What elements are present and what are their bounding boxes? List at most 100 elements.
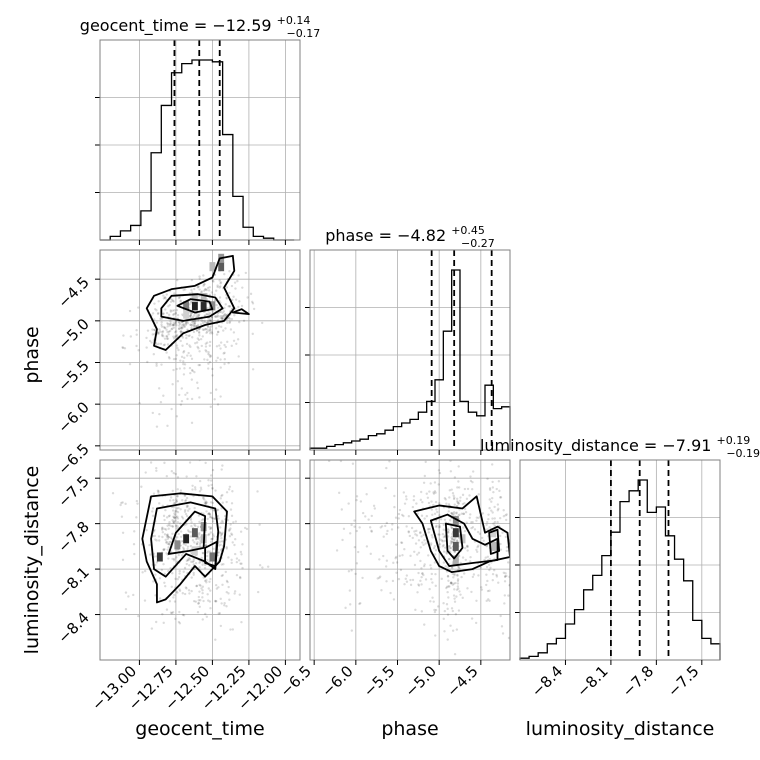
- scatter-point: [209, 531, 213, 534]
- scatter-point: [417, 584, 421, 587]
- scatter-point: [174, 322, 177, 325]
- scatter-point: [433, 608, 436, 612]
- scatter-point: [176, 515, 179, 518]
- scatter-point: [187, 334, 190, 338]
- scatter-point: [123, 347, 127, 350]
- scatter-point: [221, 317, 224, 321]
- scatter-point: [390, 528, 394, 531]
- scatter-point: [340, 508, 344, 511]
- scatter-point: [228, 317, 231, 320]
- scatter-point: [416, 512, 419, 515]
- scatter-point: [225, 547, 228, 550]
- scatter-point: [393, 505, 396, 509]
- scatter-point: [198, 277, 201, 280]
- scatter-point: [466, 549, 469, 552]
- scatter-point: [408, 534, 412, 538]
- scatter-point: [206, 306, 210, 310]
- scatter-point: [242, 319, 246, 323]
- scatter-point: [443, 497, 447, 500]
- scatter-point: [469, 513, 472, 516]
- scatter-point: [421, 572, 424, 575]
- scatter-point: [459, 593, 462, 596]
- scatter-point: [488, 568, 491, 572]
- scatter-point: [228, 485, 232, 488]
- scatter-point: [193, 322, 196, 326]
- scatter-point: [176, 517, 180, 520]
- scatter-point: [210, 330, 213, 334]
- scatter-point: [197, 601, 200, 605]
- scatter-point: [189, 323, 192, 327]
- scatter-point: [450, 488, 453, 491]
- scatter-point: [207, 313, 210, 316]
- scatter-point: [237, 305, 240, 309]
- scatter-point: [367, 518, 370, 521]
- scatter-point: [355, 529, 358, 533]
- scatter-point: [429, 567, 433, 570]
- scatter-point: [178, 296, 182, 299]
- scatter-point: [166, 322, 169, 325]
- scatter-point: [143, 599, 147, 602]
- scatter-point: [214, 388, 218, 391]
- scatter-point: [192, 319, 196, 323]
- scatter-point: [230, 514, 234, 518]
- scatter-point: [197, 285, 201, 288]
- scatter-point: [448, 544, 452, 548]
- scatter-point: [167, 536, 171, 539]
- scatter-point: [206, 325, 210, 328]
- scatter-point: [185, 336, 188, 340]
- scatter-point: [212, 280, 215, 283]
- scatter-point: [175, 367, 178, 371]
- scatter-point: [421, 500, 424, 504]
- scatter-point: [184, 323, 188, 327]
- scatter-point: [196, 386, 200, 390]
- scatter-point: [198, 275, 201, 278]
- scatter-point: [456, 499, 459, 503]
- scatter-point: [204, 543, 208, 547]
- scatter-point: [472, 573, 476, 576]
- scatter-point: [172, 471, 175, 475]
- scatter-point: [442, 561, 446, 564]
- scatter-point: [175, 354, 178, 357]
- contour-line: [167, 510, 207, 555]
- scatter-point: [169, 611, 173, 614]
- scatter-point: [431, 513, 434, 516]
- scatter-point: [171, 299, 175, 303]
- scatter-point: [203, 579, 207, 583]
- scatter-point: [197, 537, 201, 540]
- scatter-point: [174, 330, 178, 333]
- scatter-point: [466, 545, 469, 549]
- scatter-point: [434, 548, 438, 552]
- scatter-point: [355, 498, 358, 502]
- scatter-point: [431, 581, 434, 584]
- scatter-point: [412, 495, 416, 498]
- scatter-point: [391, 523, 394, 526]
- scatter-point: [492, 490, 495, 494]
- scatter-point: [157, 300, 160, 303]
- scatter-point: [412, 498, 416, 502]
- scatter-point: [185, 523, 188, 526]
- scatter-point: [180, 399, 184, 403]
- scatter-point: [499, 614, 502, 618]
- scatter-point: [188, 558, 192, 561]
- scatter-point: [171, 610, 175, 614]
- scatter-point: [153, 328, 156, 332]
- scatter-point: [449, 624, 452, 627]
- scatter-point: [455, 511, 458, 514]
- scatter-point: [181, 499, 184, 502]
- scatter-point: [442, 617, 445, 621]
- scatter-point: [376, 577, 379, 580]
- panel-frame: [519, 459, 721, 661]
- scatter-point: [217, 586, 220, 589]
- scatter-point: [216, 285, 219, 289]
- scatter-point: [219, 347, 222, 350]
- scatter-point: [221, 574, 224, 577]
- scatter-point: [162, 621, 165, 625]
- scatter-point: [198, 396, 201, 399]
- scatter-point: [209, 589, 212, 592]
- scatter-point: [209, 328, 212, 331]
- density-cell: [156, 552, 163, 562]
- scatter-point: [344, 606, 347, 610]
- scatter-point: [165, 608, 169, 611]
- panel-frame: [99, 249, 301, 451]
- scatter-point: [453, 503, 456, 506]
